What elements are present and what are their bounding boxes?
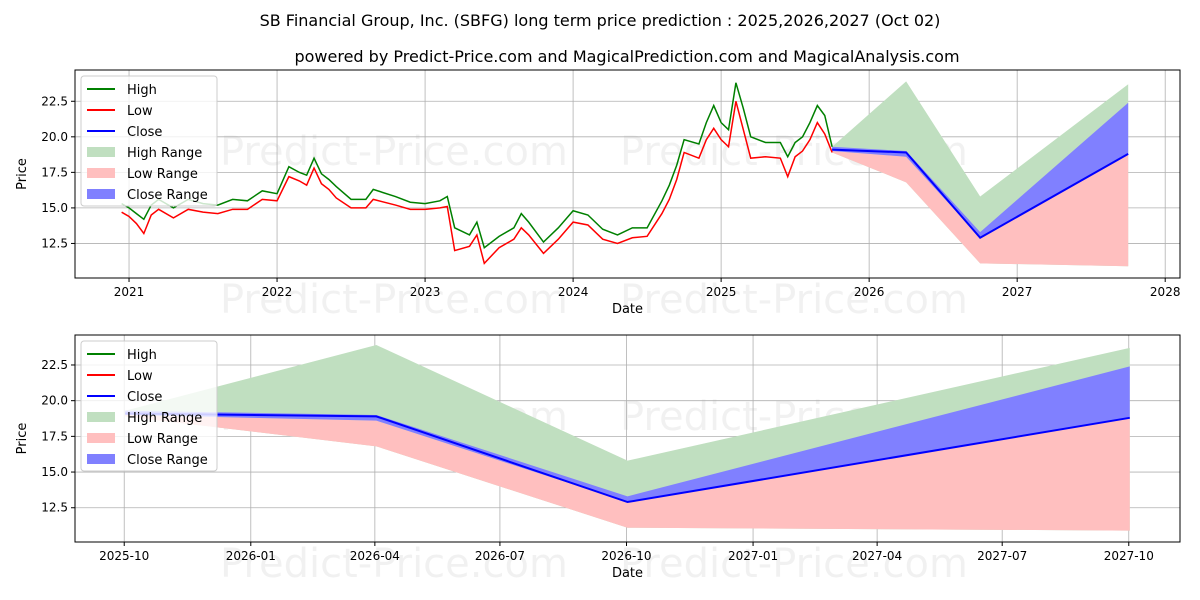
legend: High Low Close High Range Low Range Close Ran… (80, 75, 218, 207)
legend-swatch-patch (87, 147, 115, 157)
low-range-band (125, 414, 1130, 531)
legend-label: Close Range (127, 453, 208, 468)
x-tick-label: 2028 (1150, 285, 1181, 299)
axes-frame (74, 334, 1181, 543)
watermark-text: Predict-Price.com (220, 129, 568, 175)
close-line (125, 412, 1130, 504)
x-tick-label: 2022 (262, 285, 293, 299)
x-tick-label: 2027-10 (1104, 549, 1154, 563)
y-tick-label: 12.5 (41, 236, 68, 250)
y-tick-label: 15.0 (41, 201, 68, 215)
y-tick-label: 22.5 (41, 358, 68, 372)
x-tick-label: 2025-10 (99, 549, 149, 563)
chart-panel-1: Predict-Price.com Predict-Price.com Predic… (15, 69, 1181, 323)
x-tick-label: 2026-04 (350, 549, 400, 563)
x-axis-label: Date (612, 302, 643, 317)
watermark-text: Predict-Price.com (620, 541, 968, 587)
legend-swatch-patch (87, 454, 115, 464)
x-axis-label: Date (612, 566, 643, 581)
y-tick-label: 15.0 (41, 465, 68, 479)
x-tick-label: 2024 (558, 285, 589, 299)
legend-label: High Range (127, 146, 202, 161)
plot-area (125, 344, 1130, 531)
chart-title: SB Financial Group, Inc. (SBFG) long ter… (260, 11, 941, 30)
legend-label: Low Range (127, 167, 198, 182)
x-tick-label: 2026-10 (601, 549, 651, 563)
x-tick-label: 2026 (854, 285, 885, 299)
watermark-text: Predict-Price.com (620, 277, 968, 323)
y-tick-label: 17.5 (41, 429, 68, 443)
legend-label: Low Range (127, 432, 198, 447)
watermark-text: Predict-Price.com (220, 541, 568, 587)
legend-label: Close (127, 390, 162, 405)
legend-swatch-patch (87, 189, 115, 199)
legend-label: Close Range (127, 188, 208, 203)
y-axis-label: Price (15, 423, 30, 455)
chart-subtitle: powered by Predict-Price.com and Magical… (294, 47, 959, 66)
legend-swatch-patch (87, 168, 115, 178)
low-range-band (832, 151, 1129, 267)
axes-frame (74, 69, 1181, 279)
y-tick-label: 22.5 (41, 94, 68, 108)
x-tick-label: 2026-01 (226, 549, 276, 563)
legend-swatch-patch (87, 433, 115, 443)
legend: High Low Close High Range Low Range Close Ran… (80, 340, 218, 472)
high-line (121, 82, 833, 249)
legend-swatch-patch (87, 412, 115, 422)
x-tick-label: 2023 (410, 285, 441, 299)
y-tick-label: 17.5 (41, 165, 68, 179)
y-tick-label: 12.5 (41, 501, 68, 515)
x-tick-label: 2027-07 (977, 549, 1027, 563)
close-line (832, 148, 1129, 240)
x-tick-label: 2027-04 (852, 549, 902, 563)
x-tick-label: 2027-01 (728, 549, 778, 563)
close-range-band (832, 102, 1129, 238)
x-tick-label: 2026-07 (475, 549, 525, 563)
x-tick-label: 2025 (706, 285, 737, 299)
y-tick-label: 20.0 (41, 130, 68, 144)
close-range-band (125, 366, 1130, 503)
watermark-text: Predict-Price.com (220, 277, 568, 323)
legend-label: Close (127, 125, 162, 140)
plot-area (121, 81, 1129, 267)
low-line (121, 101, 833, 265)
legend-label: High (127, 83, 157, 98)
y-axis-label: Price (15, 158, 30, 190)
legend-label: Low (127, 369, 153, 384)
y-tick-label: 20.0 (41, 394, 68, 408)
legend-label: High (127, 348, 157, 363)
x-tick-label: 2021 (114, 285, 145, 299)
x-tick-label: 2027 (1002, 285, 1033, 299)
legend-label: Low (127, 104, 153, 119)
legend-label: High Range (127, 411, 202, 426)
